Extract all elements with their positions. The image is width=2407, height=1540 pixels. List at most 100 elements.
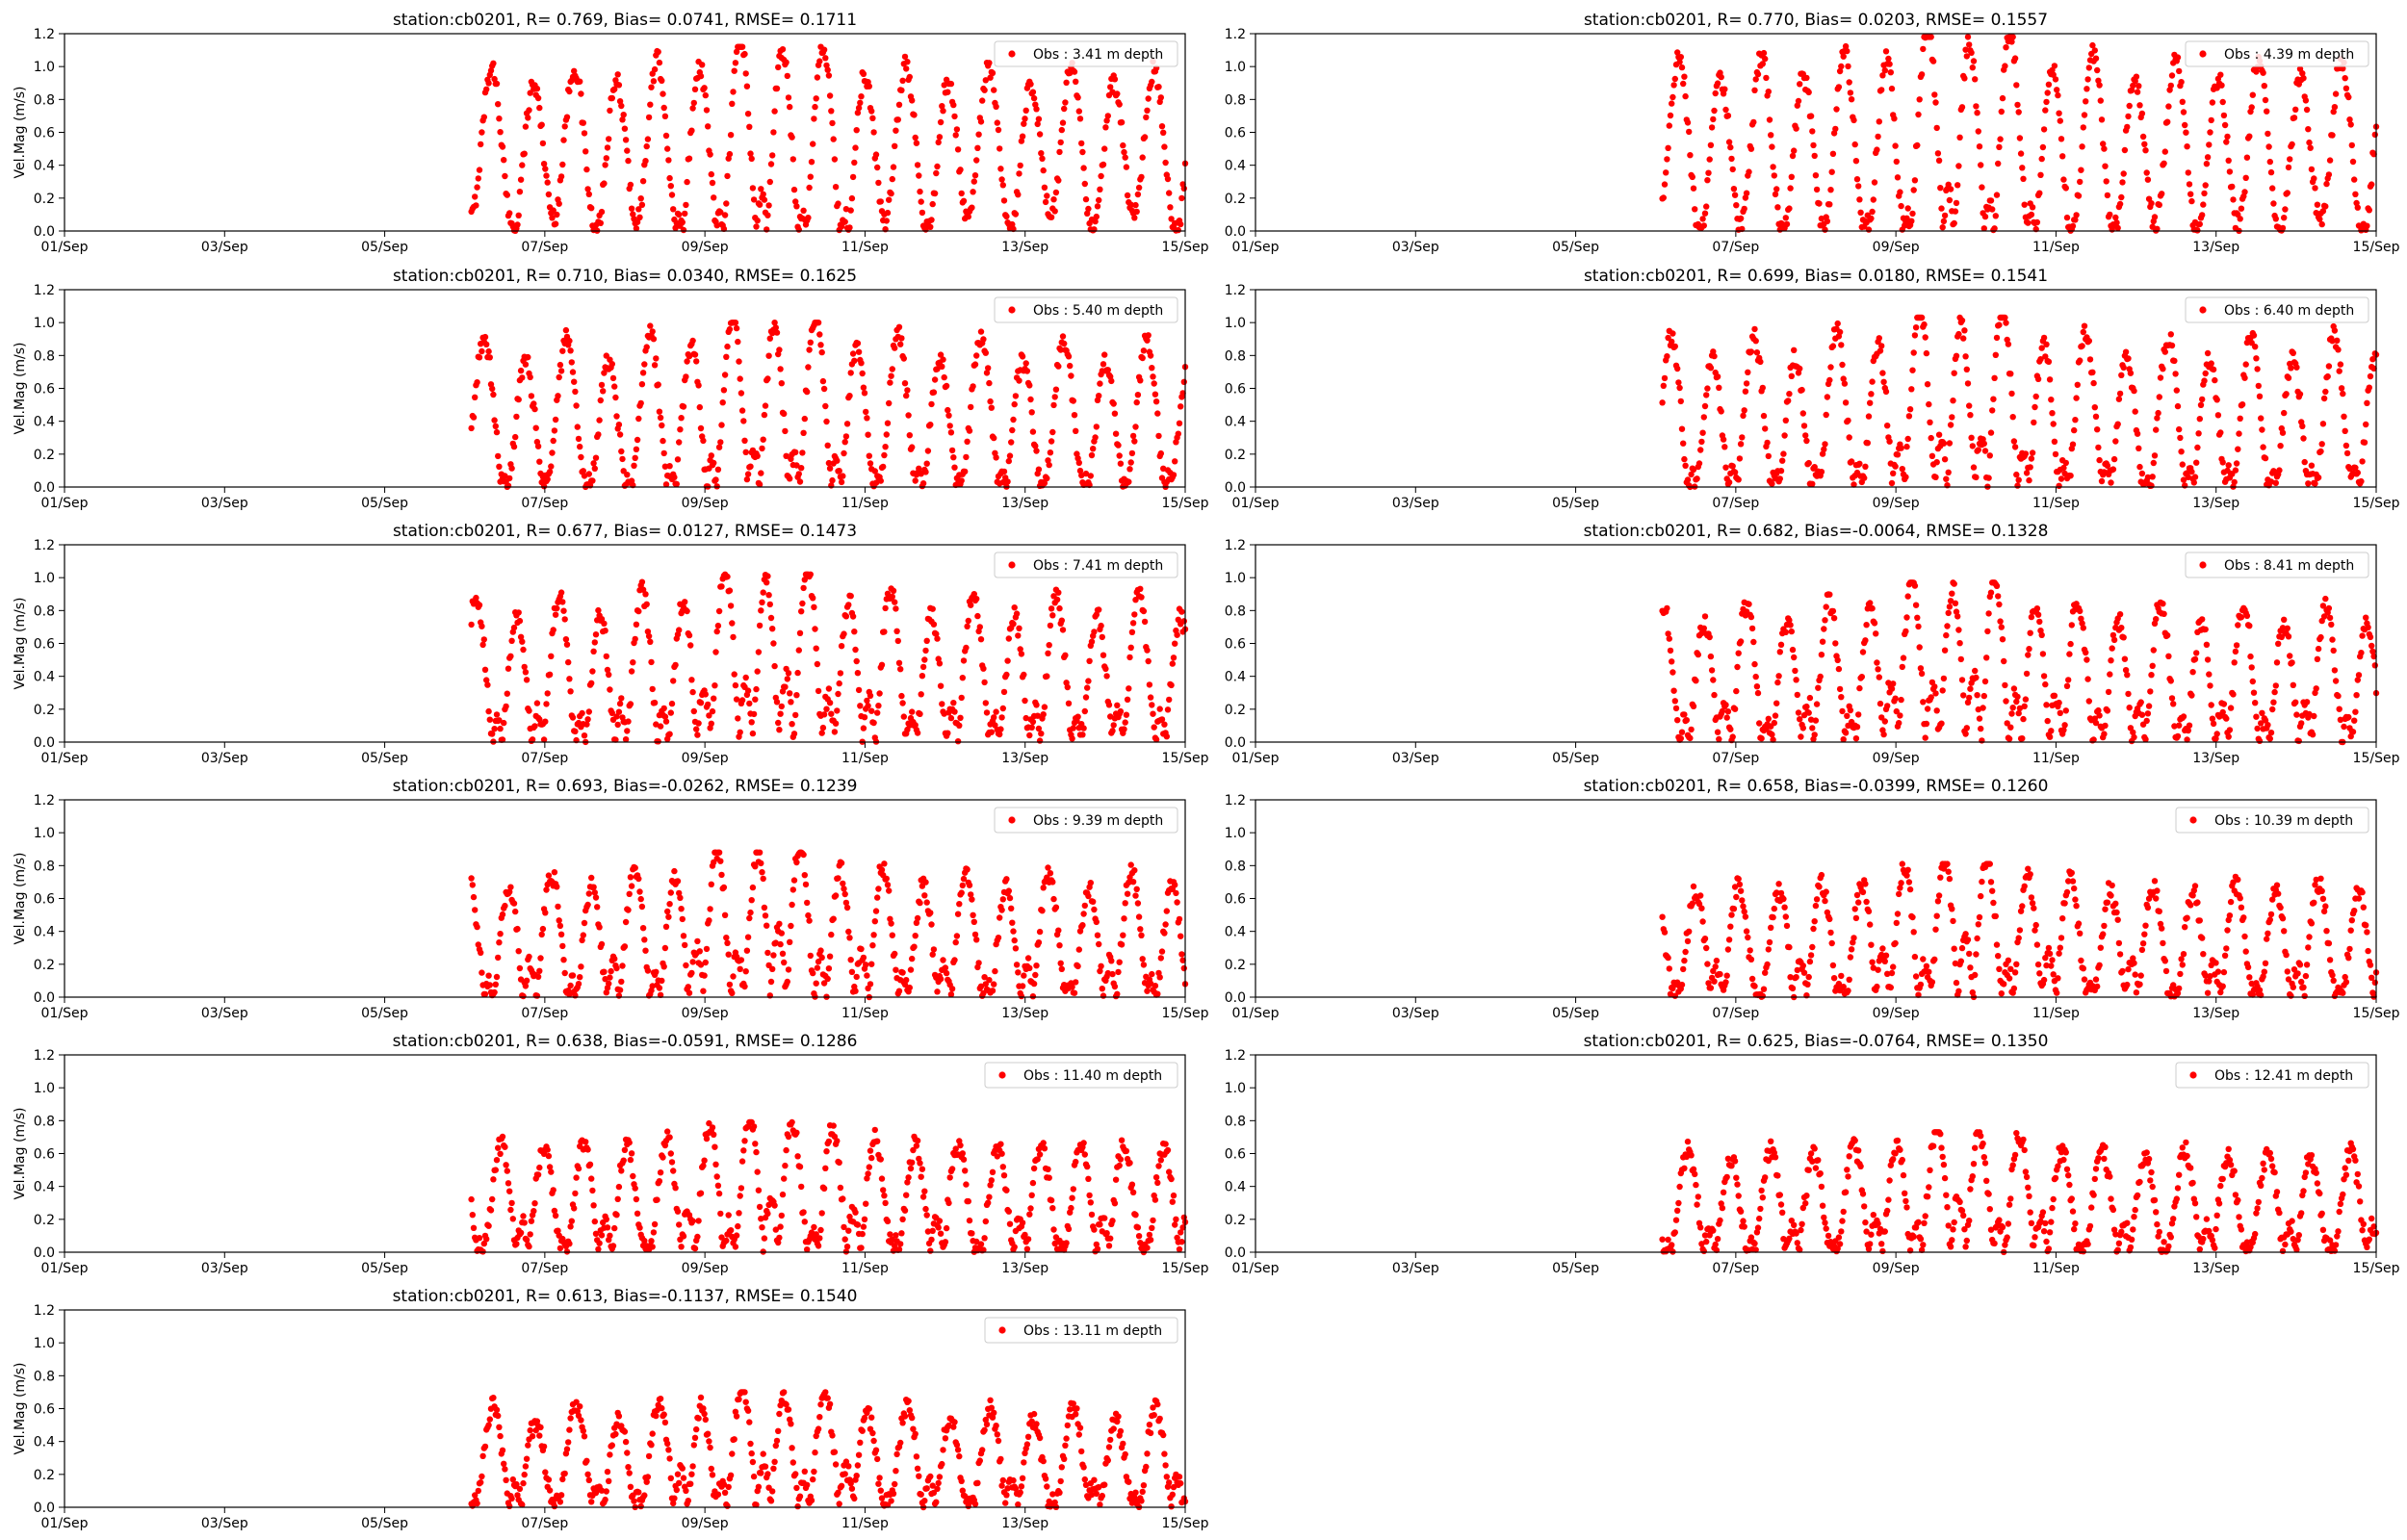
obs-point — [2272, 479, 2279, 486]
obs-point — [1811, 464, 1818, 471]
obs-point — [1876, 700, 1884, 707]
obs-point — [2299, 423, 2306, 429]
obs-point — [2114, 224, 2121, 232]
obs-point — [1152, 736, 1160, 743]
obs-point — [892, 599, 898, 605]
x-tick-label: 01/Sep — [41, 240, 89, 255]
legend-label: Obs : 8.41 m depth — [2224, 558, 2354, 574]
obs-point — [2095, 444, 2102, 451]
obs-point — [820, 385, 828, 393]
obs-point — [945, 412, 952, 419]
obs-point — [614, 721, 621, 729]
obs-point — [2219, 459, 2226, 466]
obs-point — [759, 599, 765, 605]
obs-point — [1972, 76, 1979, 83]
obs-point — [1756, 720, 1763, 727]
obs-point — [597, 219, 604, 226]
obs-point — [475, 941, 481, 948]
obs-point — [2223, 139, 2230, 145]
obs-point — [1880, 731, 1887, 738]
subplot-title: station:cb0201, R= 0.699, Bias= 0.0180, … — [1584, 267, 2048, 286]
obs-point — [918, 471, 924, 477]
obs-point — [1700, 414, 1708, 421]
obs-point — [748, 719, 755, 726]
obs-point — [691, 86, 699, 93]
obs-point — [1875, 133, 1881, 141]
obs-point — [1933, 707, 1940, 714]
obs-point — [606, 671, 612, 679]
obs-point — [1704, 177, 1711, 184]
obs-point — [1729, 733, 1736, 740]
obs-point — [1690, 883, 1697, 890]
obs-point — [2209, 99, 2216, 106]
obs-point — [787, 475, 793, 482]
obs-point — [2034, 611, 2042, 618]
obs-point — [1836, 328, 1844, 336]
obs-point — [583, 721, 590, 728]
obs-point — [1888, 479, 1896, 487]
obs-point — [756, 201, 764, 208]
obs-point — [479, 347, 485, 355]
obs-point — [2359, 458, 2366, 465]
obs-point — [934, 988, 941, 995]
obs-point — [1127, 861, 1134, 868]
obs-point — [468, 875, 475, 882]
obs-point — [1993, 582, 2001, 589]
obs-point — [2188, 468, 2195, 475]
obs-point — [2273, 659, 2281, 666]
obs-point — [931, 376, 939, 383]
obs-point — [601, 968, 608, 975]
subplot-title: station:cb0201, R= 0.658, Bias=-0.0399, … — [1584, 777, 2049, 796]
obs-point — [1733, 893, 1740, 901]
obs-point — [2057, 709, 2063, 716]
obs-point — [852, 646, 859, 654]
obs-point — [1844, 712, 1851, 719]
obs-point — [689, 688, 696, 696]
obs-point — [1168, 681, 1175, 689]
obs-point — [527, 373, 533, 381]
obs-point — [660, 705, 667, 712]
obs-point — [2063, 214, 2071, 221]
obs-point — [1789, 152, 1797, 160]
obs-point — [493, 80, 501, 88]
obs-point — [973, 596, 980, 603]
obs-point — [1021, 671, 1027, 679]
obs-point — [686, 155, 693, 162]
obs-point — [495, 954, 502, 962]
obs-point — [760, 191, 766, 197]
obs-point — [2154, 225, 2161, 232]
obs-point — [1092, 218, 1099, 225]
obs-point — [2016, 927, 2024, 934]
obs-point — [2347, 121, 2354, 128]
obs-point — [622, 736, 630, 743]
obs-point — [1976, 143, 1983, 150]
obs-point — [559, 942, 566, 950]
obs-point — [1972, 971, 1979, 979]
obs-point — [996, 914, 1003, 921]
obs-point — [1677, 735, 1685, 742]
obs-point — [1894, 174, 1902, 181]
obs-point — [1962, 353, 1969, 360]
obs-point — [2080, 965, 2086, 972]
obs-point — [1716, 384, 1722, 391]
obs-point — [1044, 192, 1050, 199]
obs-point — [712, 649, 719, 655]
obs-point — [1751, 87, 1758, 94]
obs-point — [1973, 103, 1980, 110]
obs-point — [2187, 191, 2194, 197]
obs-point — [1078, 472, 1085, 479]
obs-point — [1812, 902, 1820, 910]
obs-point — [1852, 735, 1860, 742]
obs-point — [603, 653, 609, 660]
obs-point — [900, 713, 907, 720]
obs-point — [960, 875, 968, 883]
obs-point — [1024, 955, 1032, 962]
obs-point — [1746, 168, 1752, 175]
obs-point — [1879, 72, 1886, 79]
obs-point — [2014, 693, 2021, 701]
obs-point — [1943, 631, 1950, 639]
obs-point — [1912, 973, 1920, 980]
obs-point — [2241, 374, 2248, 381]
obs-point — [2314, 655, 2321, 662]
obs-point — [842, 899, 850, 907]
